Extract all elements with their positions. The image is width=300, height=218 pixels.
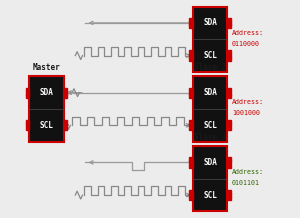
- Bar: [64, 120, 68, 124]
- Bar: [26, 123, 29, 127]
- Bar: [227, 157, 231, 161]
- Text: 1001000: 1001000: [232, 110, 260, 116]
- Bar: [227, 88, 231, 92]
- Text: SDA: SDA: [203, 18, 217, 27]
- Bar: [189, 120, 193, 124]
- Text: SCL: SCL: [203, 121, 217, 130]
- Text: Slave 2: Slave 2: [194, 63, 226, 72]
- Bar: [26, 120, 29, 124]
- Text: SDA: SDA: [203, 88, 217, 97]
- Bar: [189, 193, 193, 197]
- Bar: [64, 91, 68, 95]
- Bar: [26, 91, 29, 95]
- Bar: [64, 88, 68, 92]
- Text: Address:: Address:: [232, 99, 264, 106]
- Bar: [227, 18, 231, 22]
- Text: Master: Master: [33, 63, 60, 72]
- Bar: [227, 57, 231, 61]
- Bar: [227, 196, 231, 200]
- Text: Slave 1: Slave 1: [194, 0, 226, 2]
- Bar: [189, 123, 193, 127]
- Text: SCL: SCL: [40, 121, 53, 130]
- Bar: [227, 160, 231, 164]
- Bar: [26, 94, 29, 98]
- Bar: [227, 126, 231, 130]
- Bar: [189, 24, 193, 28]
- Bar: [64, 94, 68, 98]
- Bar: [193, 7, 227, 72]
- Bar: [227, 193, 231, 197]
- Bar: [189, 164, 193, 167]
- Bar: [189, 94, 193, 98]
- Bar: [26, 88, 29, 92]
- Bar: [189, 88, 193, 92]
- Text: 0101101: 0101101: [232, 180, 260, 186]
- Text: 0110000: 0110000: [232, 41, 260, 47]
- Bar: [193, 146, 227, 211]
- Bar: [29, 76, 64, 142]
- Bar: [189, 18, 193, 22]
- Bar: [189, 196, 193, 200]
- Text: Address:: Address:: [232, 30, 264, 36]
- Bar: [189, 91, 193, 95]
- Text: SCL: SCL: [203, 191, 217, 200]
- Bar: [227, 54, 231, 58]
- Bar: [227, 21, 231, 25]
- Text: Slave 3: Slave 3: [194, 133, 226, 142]
- Bar: [189, 126, 193, 130]
- Bar: [193, 76, 227, 142]
- Bar: [227, 91, 231, 95]
- Bar: [26, 126, 29, 130]
- Bar: [189, 54, 193, 58]
- Bar: [189, 190, 193, 194]
- Bar: [227, 164, 231, 167]
- Text: SCL: SCL: [203, 51, 217, 60]
- Bar: [227, 120, 231, 124]
- Bar: [64, 126, 68, 130]
- Bar: [227, 123, 231, 127]
- Bar: [189, 57, 193, 61]
- Bar: [227, 94, 231, 98]
- Bar: [189, 157, 193, 161]
- Text: SDA: SDA: [40, 88, 53, 97]
- Text: Address:: Address:: [232, 169, 264, 175]
- Bar: [227, 190, 231, 194]
- Bar: [189, 21, 193, 25]
- Bar: [227, 24, 231, 28]
- Text: SDA: SDA: [203, 158, 217, 167]
- Bar: [189, 160, 193, 164]
- Bar: [227, 51, 231, 54]
- Bar: [64, 123, 68, 127]
- Bar: [189, 51, 193, 54]
